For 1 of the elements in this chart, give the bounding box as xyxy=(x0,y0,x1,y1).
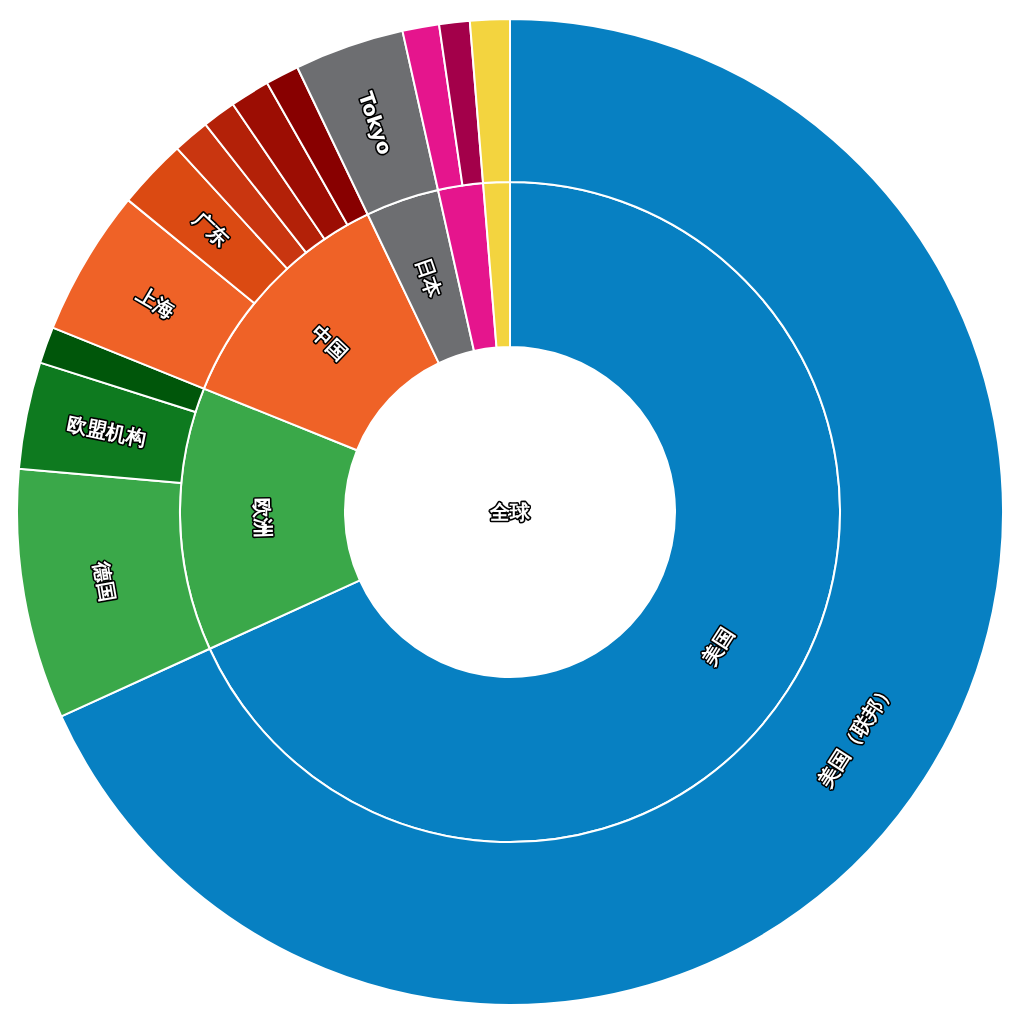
title: 全球 xyxy=(490,500,530,524)
